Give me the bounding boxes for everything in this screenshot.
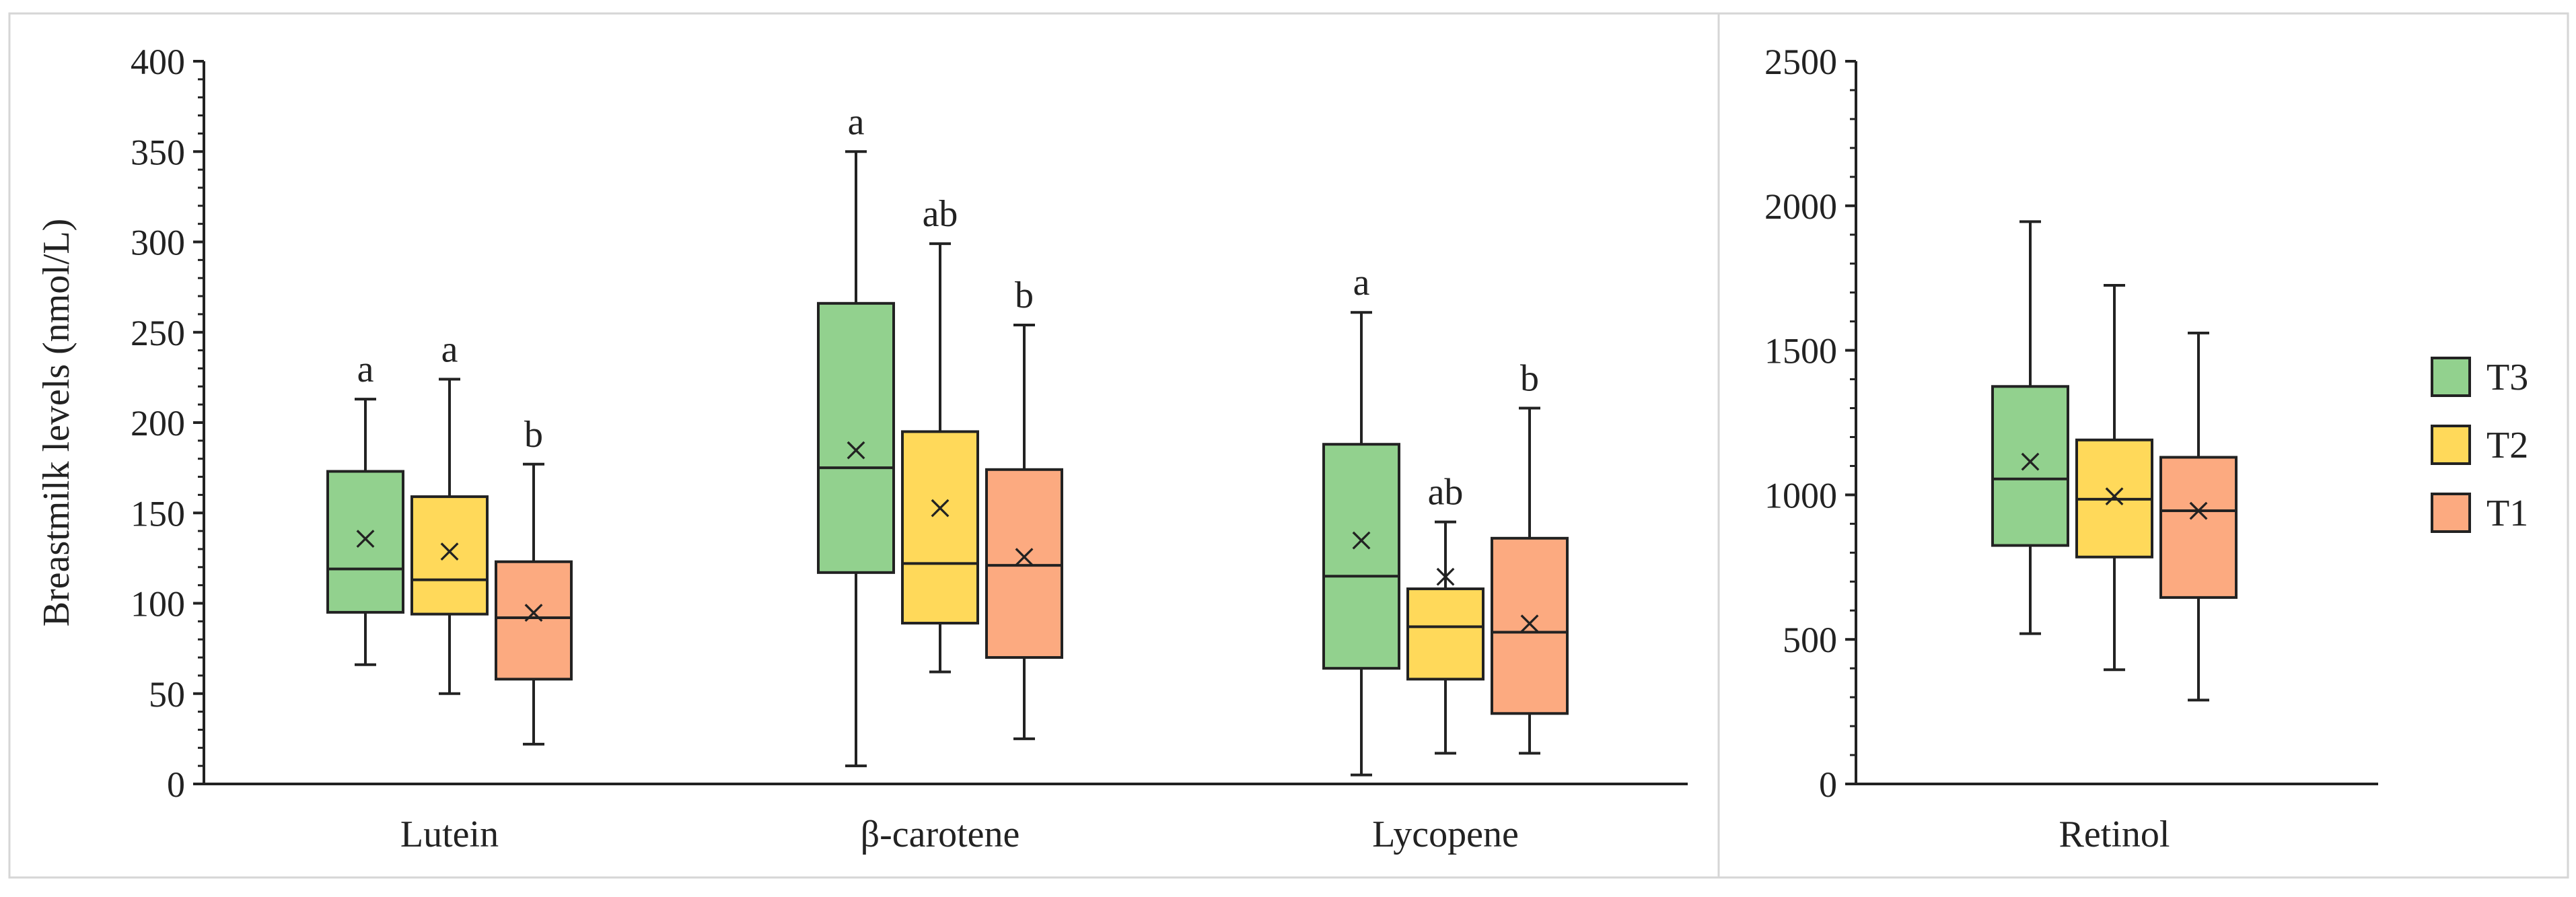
mean-marker: × (1517, 600, 1542, 649)
mean-marker: × (2186, 487, 2211, 536)
mean-marker: × (1349, 516, 1373, 565)
legend: T3 T2 T1 (2431, 357, 2528, 534)
y-tick-label: 2000 (1764, 186, 1837, 227)
significance-letter: b (1520, 358, 1539, 400)
mean-marker: × (437, 527, 462, 576)
box-T3: ×a (817, 101, 895, 768)
box-T1: ×b (985, 275, 1063, 740)
box-body (985, 468, 1063, 659)
y-tick-label: 500 (1783, 620, 1837, 660)
y-tick-label: 250 (131, 313, 185, 353)
box-T2: × (2075, 283, 2153, 672)
legend-label: T3 (2486, 357, 2528, 398)
x-category-label: Retinol (2059, 814, 2170, 855)
significance-letter: a (848, 101, 865, 143)
box-T1: × (2159, 331, 2238, 702)
mean-marker: × (843, 426, 868, 475)
legend-swatch (2431, 493, 2471, 533)
box-T3: ×a (326, 349, 404, 666)
chart-panel-1: 0 50 100 150 200 250 300 350 400 Breastmilk level… (36, 42, 1688, 855)
legend-swatch (2431, 357, 2471, 397)
mean-marker: × (2017, 437, 2042, 487)
y-tick-label: 200 (131, 403, 185, 443)
significance-letter: a (357, 349, 374, 390)
box-T1: ×b (495, 414, 573, 746)
box-body (901, 430, 979, 625)
box-T3: ×a (1322, 262, 1400, 777)
significance-letter: b (524, 414, 543, 456)
mean-marker: × (521, 589, 546, 638)
box-body (817, 301, 895, 574)
legend-item-T1: T1 (2431, 493, 2528, 534)
y-tick-label: 0 (1819, 764, 1837, 805)
legend-item-T2: T2 (2431, 425, 2528, 466)
box-body (1991, 385, 2069, 547)
box-body (326, 470, 404, 614)
mean-marker: × (2102, 472, 2126, 522)
box-T3: × (1991, 220, 2069, 635)
box-body (1491, 536, 1569, 715)
legend-label: T2 (2486, 425, 2528, 466)
legend-item-T3: T3 (2431, 357, 2528, 398)
y-axis-title: Breastmilk levels (nmol/L) (36, 219, 77, 627)
box-body (1406, 587, 1484, 681)
x-category-label: Lutein (400, 814, 499, 855)
y-tick-label: 300 (131, 223, 185, 263)
box-body (2159, 456, 2238, 599)
y-tick-label: 1000 (1764, 475, 1837, 515)
box-T2: ×a (410, 329, 489, 695)
significance-letter: b (1015, 275, 1034, 316)
box-T2: × ab (901, 193, 979, 674)
mean-marker: × (927, 484, 952, 533)
legend-label: T1 (2486, 493, 2528, 534)
box-body (495, 560, 573, 681)
x-category-label: β-carotene (861, 814, 1020, 855)
right-panel-frame (1717, 12, 2569, 879)
y-tick-label: 100 (131, 584, 185, 624)
y-tick-label: 150 (131, 493, 185, 534)
y-tick-label: 50 (149, 674, 185, 715)
y-tick-label: 400 (131, 42, 185, 82)
y-tick-label: 0 (167, 764, 185, 805)
significance-letter: a (441, 329, 458, 371)
mean-marker: × (1011, 532, 1036, 581)
x-category-label: Lycopene (1372, 814, 1519, 855)
box-T1: ×b (1491, 358, 1569, 755)
y-tick-label: 1500 (1764, 331, 1837, 371)
mean-marker: × (353, 515, 378, 564)
significance-letter: ab (1428, 472, 1464, 513)
y-tick-label: 350 (131, 132, 185, 172)
box-body (410, 495, 489, 616)
mean-marker: × (1433, 552, 1458, 602)
y-tick-label: 2500 (1764, 42, 1837, 82)
legend-swatch (2431, 425, 2471, 465)
significance-letter: ab (923, 193, 958, 235)
chart-panel-2: 0 500 1000 1500 2000 2500 Retinol × × × (1764, 42, 2378, 855)
box-T2: × ab (1406, 472, 1484, 755)
significance-letter: a (1353, 262, 1370, 303)
box-body (1322, 443, 1400, 670)
